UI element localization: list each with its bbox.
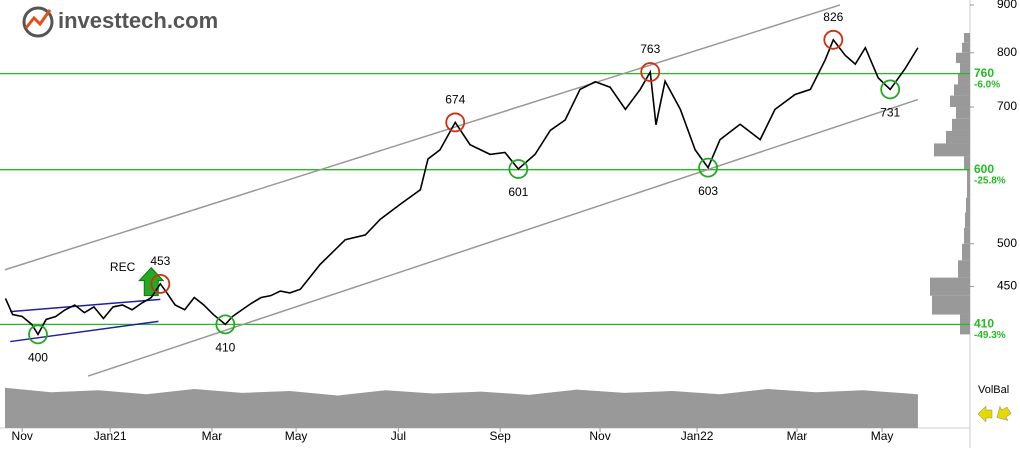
indicator-icons [977, 405, 1012, 423]
support-change: -25.8% [974, 175, 1006, 186]
extreme-marker [445, 112, 466, 133]
extreme-label: 410 [215, 341, 235, 355]
volume-profile-bar [962, 243, 970, 261]
signal-label: REC [110, 260, 136, 274]
y-tick-label: 700 [997, 99, 1017, 113]
x-tick-label: Jan22 [681, 429, 714, 443]
volume-profile-bar [967, 183, 970, 198]
extreme-label: 731 [880, 106, 900, 120]
x-tick-label: Mar [202, 429, 223, 443]
extreme-marker [880, 79, 901, 100]
extreme-marker [508, 159, 529, 179]
x-tick-label: Sep [489, 429, 511, 443]
extreme-marker [698, 157, 718, 178]
extreme-label: 603 [698, 184, 718, 198]
x-tick-label: Mar [787, 429, 808, 443]
volume-area [5, 387, 918, 428]
x-tick-label: May [871, 429, 894, 443]
volume-profile-bar [956, 52, 970, 64]
logo-icon [22, 6, 54, 38]
volume-profile-bar [962, 42, 970, 53]
volume-profile-bar [958, 73, 970, 85]
extreme-marker [28, 324, 48, 345]
support-change: -6.0% [974, 79, 1000, 90]
extreme-label: 400 [28, 351, 48, 365]
y-tick-label: 450 [997, 279, 1017, 293]
trend-line [87, 98, 919, 377]
x-tick-label: Jul [391, 429, 406, 443]
volume-profile-bar [964, 227, 970, 244]
volume-profile-bar [950, 95, 970, 108]
support-value: 760 [974, 66, 994, 80]
support-value: 600 [974, 162, 994, 176]
x-tick-label: Nov [12, 429, 33, 443]
volume-profile-bar [930, 277, 970, 296]
x-tick-label: May [285, 429, 308, 443]
volume-profile-bar [967, 169, 970, 184]
extreme-label: 763 [640, 42, 660, 56]
extreme-marker [823, 29, 844, 50]
volume-profile-bar [934, 143, 970, 157]
y-tick-label: 500 [997, 236, 1017, 250]
volume-profile-bar [965, 212, 970, 228]
support-value: 410 [974, 317, 994, 331]
volume-profile-bar [964, 156, 970, 170]
volume-profile-bar [964, 32, 970, 43]
volume-profile-bar [946, 130, 970, 144]
volume-profile-bar [932, 295, 970, 315]
support-label-box [971, 162, 1019, 185]
volume-profile-bar [954, 84, 970, 96]
trend-line [10, 320, 159, 343]
volume-profile-bar [966, 197, 970, 213]
support-change: -49.3% [974, 330, 1006, 341]
volume-profile-bar [958, 260, 970, 278]
indicator-label: VolBal [978, 384, 1009, 396]
support-label-box [971, 317, 1019, 340]
extreme-marker [215, 314, 236, 335]
x-tick-label: Nov [589, 429, 610, 443]
extreme-label: 674 [445, 93, 465, 107]
extreme-label: 453 [150, 254, 170, 268]
extreme-marker [150, 273, 171, 294]
support-label-box [971, 66, 1019, 89]
y-tick-label: 900 [997, 0, 1017, 11]
trend-line [4, 4, 841, 271]
x-tick-label: Jan21 [94, 429, 127, 443]
volume-profile-bar [956, 107, 970, 119]
trend-line [10, 298, 161, 313]
y-tick-label: 800 [997, 45, 1017, 59]
logo: investtech.com [58, 8, 218, 33]
volume-profile-bar [960, 63, 970, 74]
extreme-marker [640, 62, 661, 82]
price-line [4, 38, 919, 336]
volume-profile-bar [952, 118, 970, 131]
extreme-label: 601 [508, 185, 528, 199]
extreme-label: 826 [823, 10, 843, 24]
